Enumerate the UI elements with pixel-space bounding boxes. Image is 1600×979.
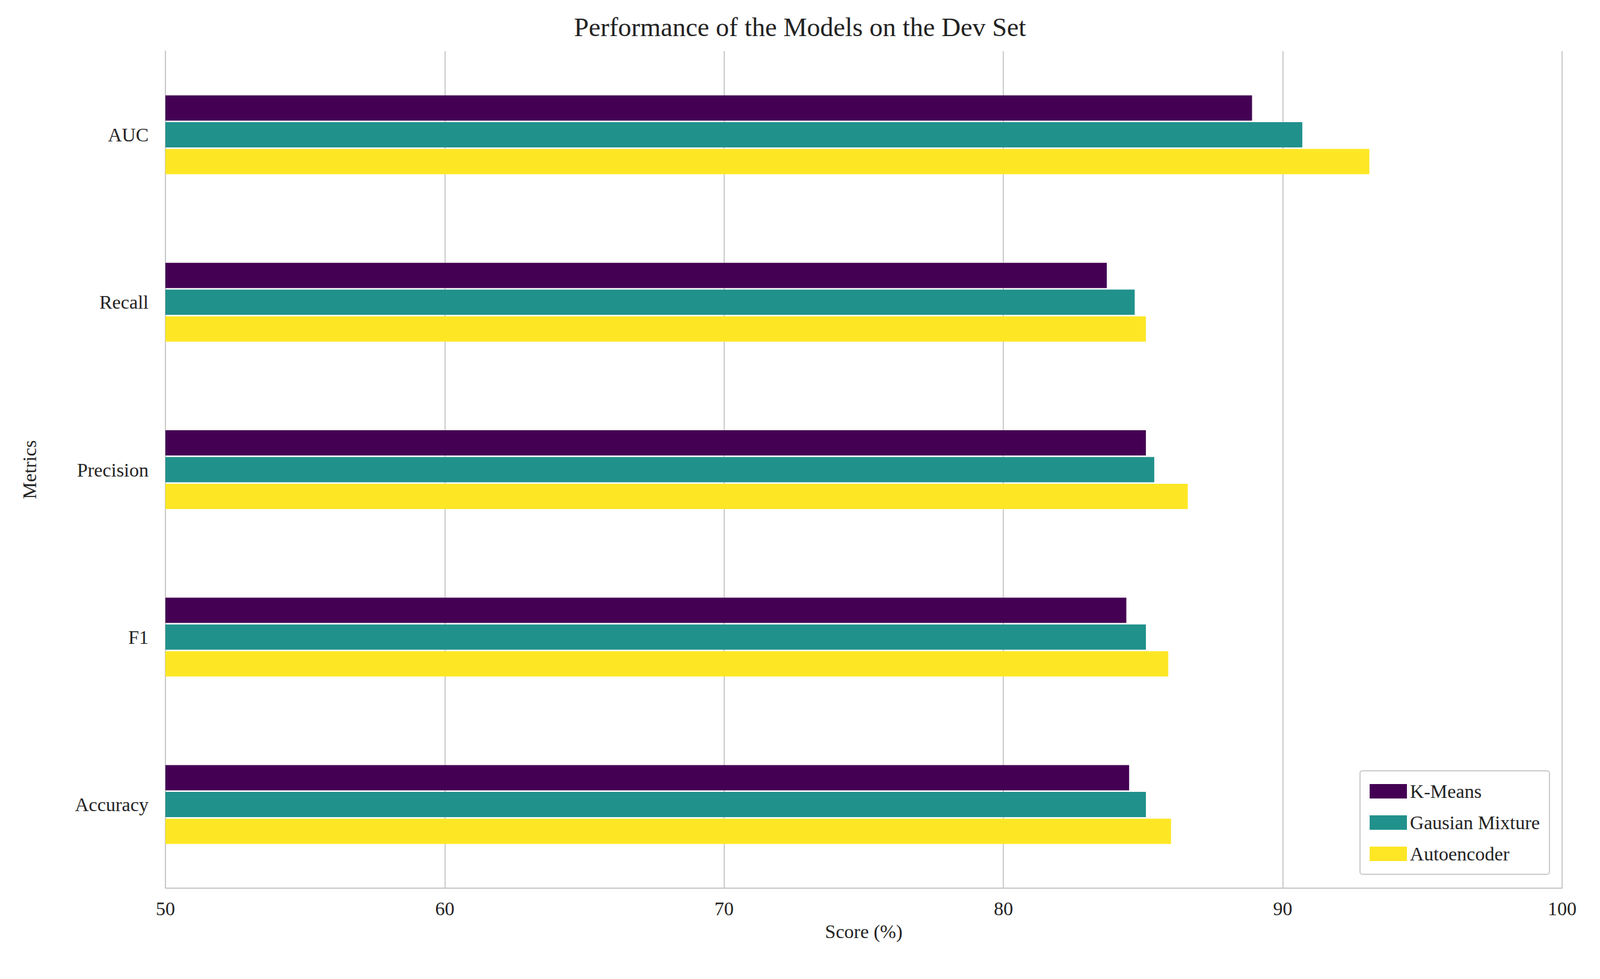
- svg-text:70: 70: [714, 897, 734, 920]
- svg-text:60: 60: [434, 897, 455, 920]
- svg-text:Performance of the Models on t: Performance of the Models on the Dev Set: [573, 12, 1026, 43]
- svg-text:Score (%): Score (%): [825, 920, 903, 942]
- svg-text:Accuracy: Accuracy: [74, 793, 149, 816]
- svg-text:Gausian Mixture: Gausian Mixture: [1409, 811, 1540, 834]
- svg-text:90: 90: [1273, 897, 1293, 920]
- svg-text:F1: F1: [128, 626, 149, 648]
- svg-text:K-Means: K-Means: [1409, 780, 1482, 802]
- svg-text:Autoencoder: Autoencoder: [1409, 842, 1510, 865]
- svg-text:Recall: Recall: [99, 291, 149, 313]
- svg-text:Metrics: Metrics: [18, 440, 41, 500]
- svg-text:100: 100: [1547, 897, 1577, 920]
- svg-text:80: 80: [993, 897, 1013, 920]
- svg-text:50: 50: [155, 897, 176, 920]
- svg-text:AUC: AUC: [107, 123, 149, 146]
- svg-text:Precision: Precision: [76, 458, 149, 481]
